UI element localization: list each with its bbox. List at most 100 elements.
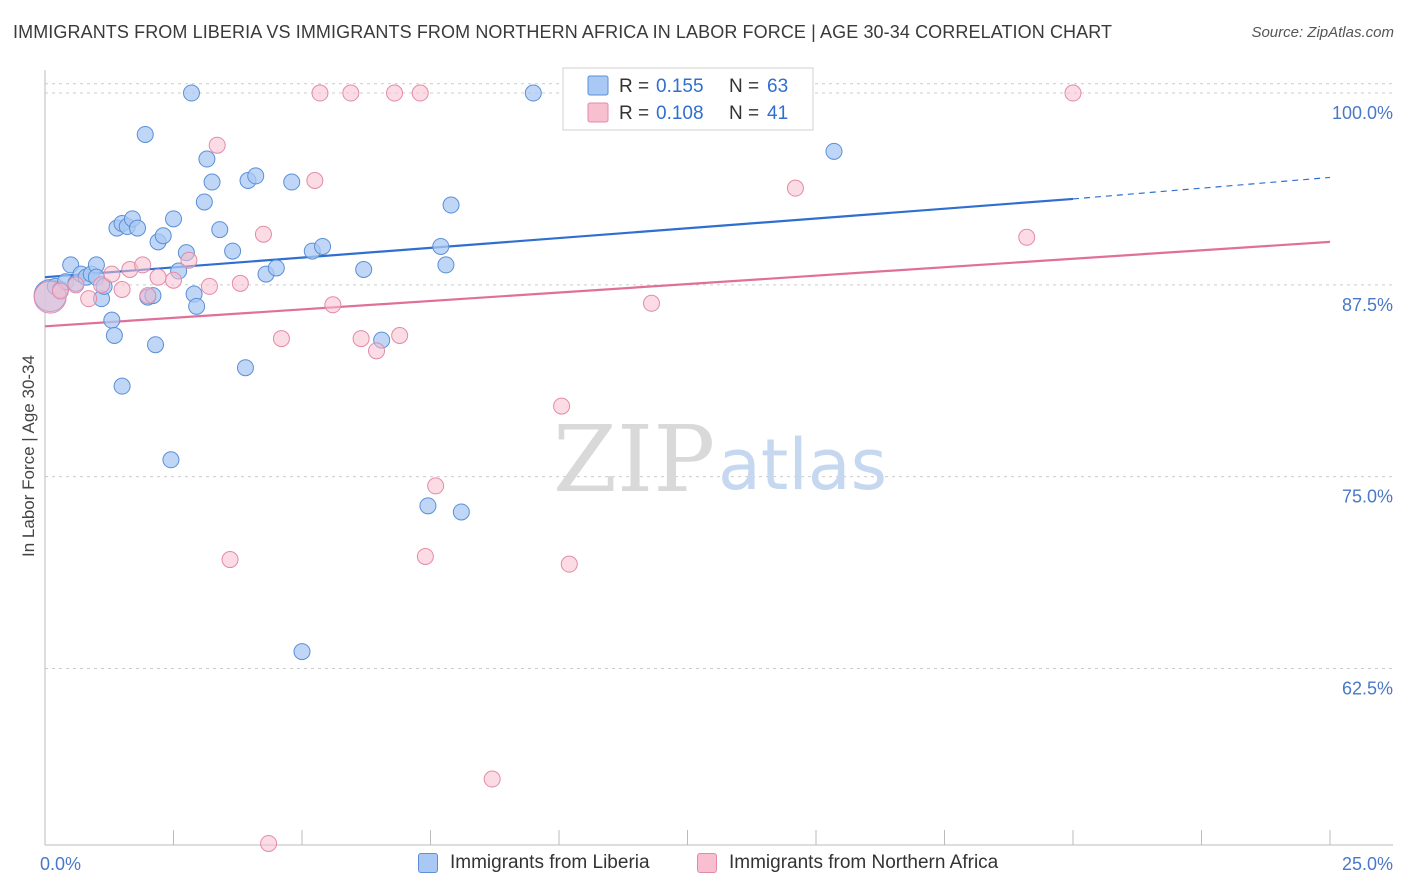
point-northern-africa [113,280,131,298]
point-liberia [293,643,311,661]
point-liberia [419,497,437,515]
point-northern-africa [342,84,360,102]
stats-r-value-northern-africa: 0.108 [656,103,704,124]
legend-item-northern-africa[interactable]: Immigrants from Northern Africa [697,852,998,874]
point-liberia [524,84,542,102]
trendline-liberia [44,197,1074,279]
point-northern-africa [352,330,370,348]
point-northern-africa [553,397,571,415]
point-liberia [224,242,242,260]
stats-r-label-liberia: R = [619,76,649,97]
point-liberia [355,261,373,279]
point-liberia [162,451,180,469]
point-northern-africa [272,330,290,348]
watermark: ZIP atlas [553,406,887,513]
watermark-zip: ZIP [553,406,715,513]
point-liberia [314,237,332,255]
y-tick-label: 87.5% [1342,295,1393,315]
point-liberia [247,167,265,185]
stats-n-label-liberia: N = [729,76,759,97]
point-liberia [165,210,182,228]
point-northern-africa [260,834,278,852]
point-northern-africa [427,477,445,495]
point-liberia [147,336,165,354]
legend-swatch-liberia [418,853,438,873]
point-northern-africa [786,179,804,197]
point-liberia [283,173,301,191]
point-northern-africa [416,547,434,565]
point-northern-africa [200,277,218,295]
point-liberia [203,173,221,191]
point-northern-africa [386,84,404,102]
point-northern-africa [221,551,239,569]
y-tick-label: 100.0% [1332,103,1393,123]
point-northern-africa [165,271,182,289]
point-liberia [211,221,229,239]
legend-item-liberia[interactable]: Immigrants from Liberia [418,852,650,874]
point-liberia [195,193,213,211]
trendline-liberia-extrapolated [1072,176,1331,200]
watermark-atlas: atlas [718,424,887,506]
point-northern-africa [311,84,329,102]
point-northern-africa [1064,84,1082,102]
points-layer [33,84,1082,852]
point-liberia [103,311,121,329]
tick-labels: 100.0% 87.5% 75.0% 62.5% 0.0% 25.0% [40,103,1393,874]
stats-n-value-liberia: 63 [767,76,788,97]
point-liberia [267,259,285,277]
grid-layer [45,83,1393,670]
point-northern-africa [368,342,386,360]
point-northern-africa [391,326,409,344]
point-northern-africa [93,276,111,294]
legend-label-liberia: Immigrants from Liberia [450,852,650,873]
point-liberia [113,377,131,395]
point-northern-africa [560,555,578,573]
point-northern-africa [231,274,249,292]
x-tick-label: 25.0% [1342,854,1393,874]
point-northern-africa [1018,228,1036,246]
point-liberia [105,326,123,344]
legend-label-northern-africa: Immigrants from Northern Africa [729,852,999,873]
stats-n-label-northern-africa: N = [729,103,759,124]
point-liberia [437,256,455,274]
stats-swatch-liberia [587,75,609,96]
point-northern-africa [103,265,121,283]
point-liberia [182,84,200,102]
trendline-northern-africa [44,240,1331,328]
x-tick-label: 0.0% [40,854,81,874]
trend-layer [44,176,1331,328]
legend-swatch-northern-africa [697,853,717,873]
point-northern-africa [80,290,98,308]
stats-r-label-northern-africa: R = [619,103,649,124]
point-northern-africa [324,296,342,314]
point-northern-africa [180,251,198,269]
point-northern-africa [67,276,85,294]
point-northern-africa [134,256,152,274]
point-northern-africa [483,770,501,788]
point-northern-africa [149,268,167,286]
point-northern-africa [139,287,157,305]
point-liberia [129,219,147,237]
y-tick-label: 62.5% [1342,679,1393,699]
point-liberia [188,297,206,315]
point-liberia [136,125,154,143]
point-liberia [442,196,460,214]
point-liberia [432,237,450,255]
point-northern-africa [411,84,429,102]
point-northern-africa [254,225,272,243]
stats-r-value-liberia: 0.155 [656,76,704,97]
stats-n-value-northern-africa: 41 [767,103,788,124]
point-liberia [154,227,172,245]
point-northern-africa [306,171,324,189]
point-liberia [236,359,254,377]
chart-title: IMMIGRANTS FROM LIBERIA VS IMMIGRANTS FR… [13,22,1113,42]
point-liberia [198,150,216,168]
point-northern-africa [643,294,661,312]
y-axis-label: In Labor Force | Age 30-34 [19,355,38,557]
stats-box: R = 0.155 N = 63 R = 0.108 N = 41 [562,67,814,131]
point-northern-africa [208,136,226,154]
y-tick-label: 75.0% [1342,487,1393,507]
point-liberia [452,503,470,521]
point-liberia [825,142,843,160]
